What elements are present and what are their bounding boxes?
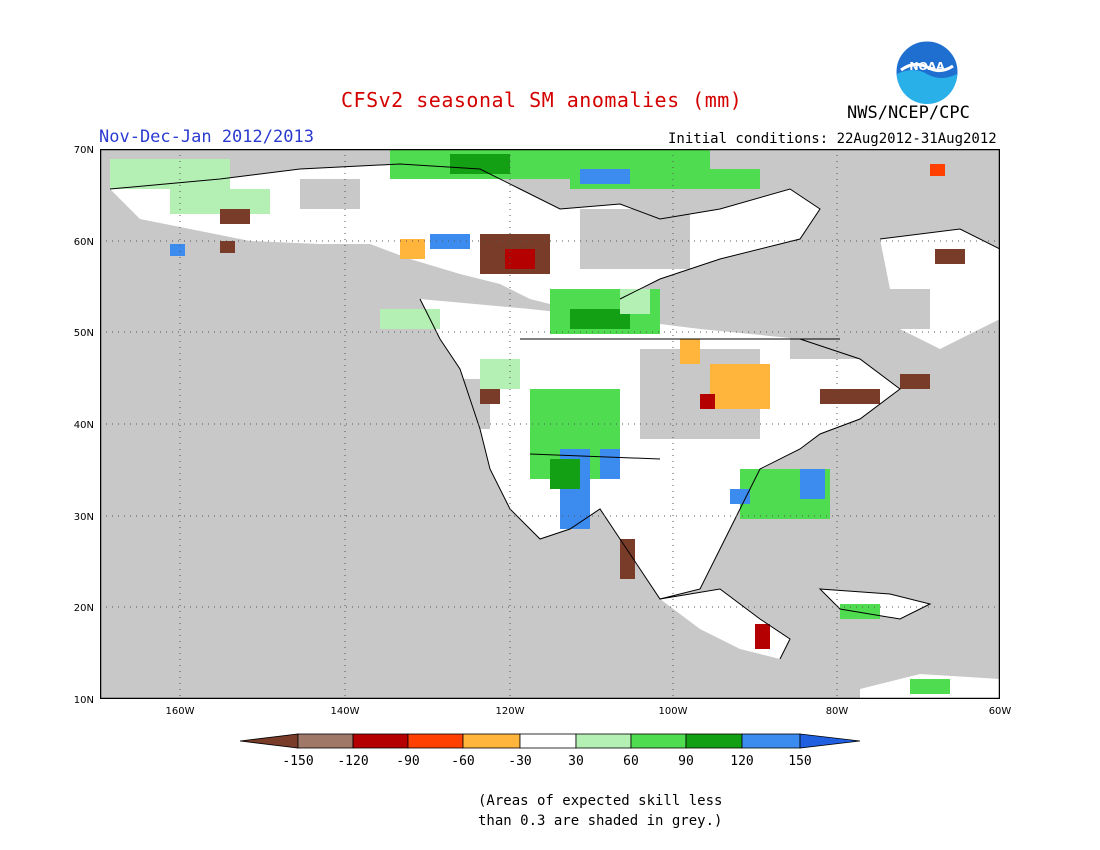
lat-label: 50N xyxy=(74,328,94,339)
skill-note-line2: than 0.3 are shaded in grey.) xyxy=(478,813,723,829)
skill-note: (Areas of expected skill less than 0.3 a… xyxy=(478,791,722,831)
lat-label: 70N xyxy=(74,145,94,156)
agency-label: NWS/NCEP/CPC xyxy=(847,103,970,123)
legend-swatch xyxy=(741,733,801,749)
noaa-logo: NOAA xyxy=(895,40,959,104)
legend-swatch xyxy=(352,733,409,749)
lon-label: 140W xyxy=(331,706,360,717)
legend-label: -90 xyxy=(396,754,419,769)
lon-label: 80W xyxy=(826,706,849,717)
legend-label: -150 xyxy=(282,754,313,769)
legend-label: -120 xyxy=(337,754,368,769)
anomaly-map xyxy=(100,149,1000,699)
lat-label: 20N xyxy=(74,603,94,614)
lon-label: 60W xyxy=(989,706,1012,717)
legend-label: 60 xyxy=(623,754,639,769)
lon-label: 160W xyxy=(166,706,195,717)
legend-swatch xyxy=(630,733,687,749)
legend-label: -60 xyxy=(451,754,474,769)
legend-label: -30 xyxy=(508,754,531,769)
legend-swatch xyxy=(685,733,743,749)
lat-label: 30N xyxy=(74,512,94,523)
anomaly-cells xyxy=(110,149,965,694)
lon-label: 100W xyxy=(659,706,688,717)
lat-label: 60N xyxy=(74,237,94,248)
legend-label: 30 xyxy=(568,754,584,769)
legend-swatch xyxy=(575,733,632,749)
lat-label: 10N xyxy=(74,695,94,706)
initial-conditions: Initial conditions: 22Aug2012-31Aug2012 xyxy=(668,131,997,147)
map-frame xyxy=(100,149,1000,699)
legend-label: 90 xyxy=(678,754,694,769)
coastlines xyxy=(109,163,1000,660)
legend-arrow-high xyxy=(799,733,861,749)
legend-arrow-low xyxy=(240,733,299,749)
legend-swatch xyxy=(462,733,521,749)
skill-note-line1: (Areas of expected skill less xyxy=(478,793,723,809)
color-legend: -150 -120 -90 -60 -30 30 60 90 120 150 xyxy=(240,733,861,769)
legend-swatch xyxy=(407,733,464,749)
graticule xyxy=(100,149,1000,699)
legend-swatch xyxy=(297,733,354,749)
legend-label: 150 xyxy=(788,754,811,769)
lat-axis: 70N 60N 50N 40N 30N 20N 10N xyxy=(74,145,94,706)
lon-axis: 160W 140W 120W 100W 80W 60W xyxy=(166,706,1012,717)
lon-label: 120W xyxy=(496,706,525,717)
forecast-period: Nov-Dec-Jan 2012/2013 xyxy=(99,127,314,147)
map-title: CFSv2 seasonal SM anomalies (mm) xyxy=(341,88,743,112)
legend-swatch xyxy=(519,733,577,749)
noaa-logo-text: NOAA xyxy=(909,60,945,73)
lat-label: 40N xyxy=(74,420,94,431)
legend-label: 120 xyxy=(730,754,753,769)
